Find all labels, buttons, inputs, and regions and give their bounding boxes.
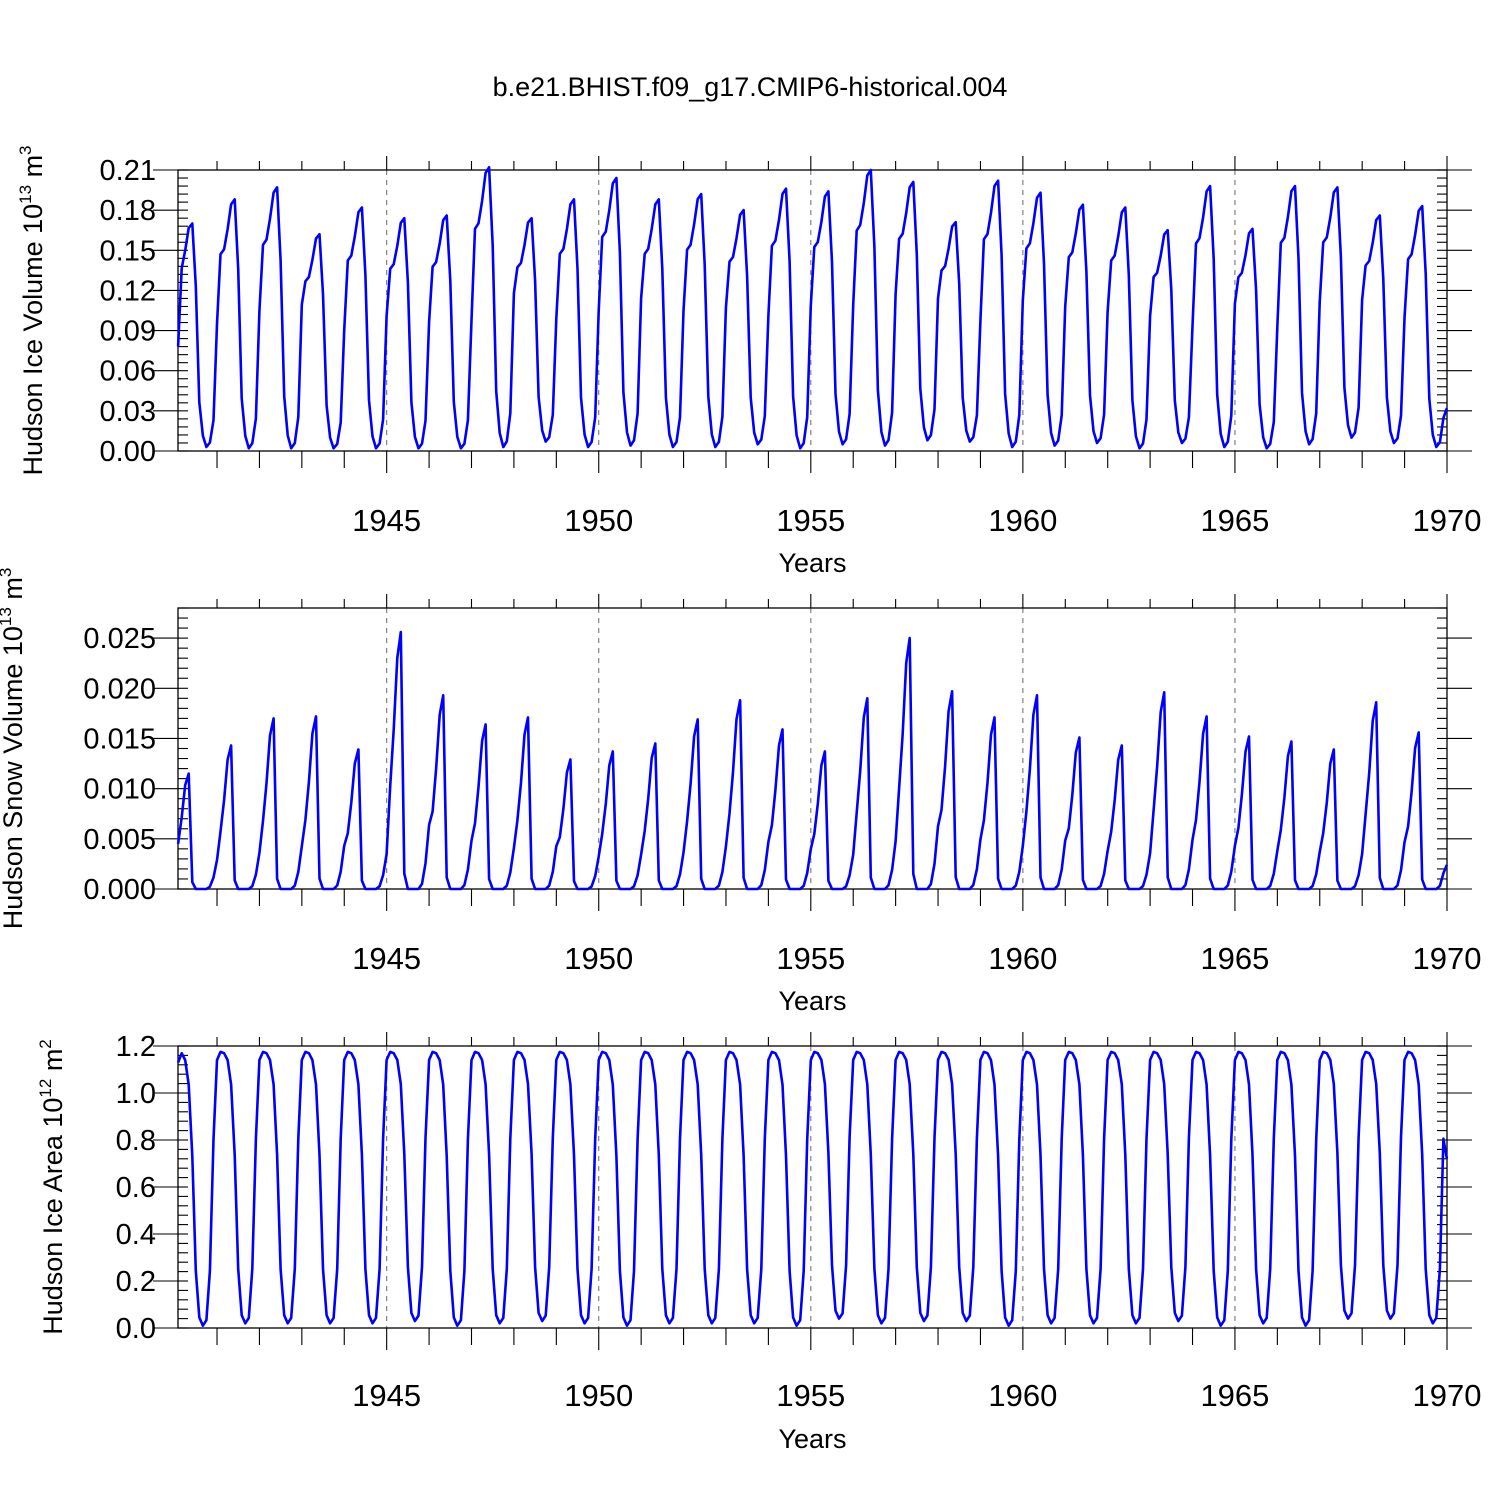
y-tick-label: 0.03: [100, 396, 156, 428]
y-tick-label: 0.0: [116, 1313, 156, 1345]
y-tick-label: 0.000: [83, 874, 156, 906]
x-tick-label: 1950: [564, 503, 633, 538]
x-tick-label: 1960: [988, 503, 1057, 538]
y-tick-label: 0.020: [83, 673, 156, 705]
plot-frame: [177, 607, 1448, 890]
y-tick-label: 0.010: [83, 774, 156, 806]
chart-title: b.e21.BHIST.f09_g17.CMIP6-historical.004: [493, 72, 1008, 102]
y-tick-label: 0.025: [83, 623, 156, 655]
y-tick-label: 0.21: [100, 155, 156, 187]
y-tick-label: 0.8: [116, 1125, 156, 1157]
x-tick-label: 1960: [988, 1378, 1057, 1413]
plot-frame: [177, 1045, 1448, 1329]
ice-area-panel: 0.0 0.2 0.4 0.6 0.8 1.0 1.2 1945 1950 1955 1960 196…: [36, 1031, 1481, 1454]
plot-frame: [177, 169, 1448, 452]
y-tick-label: 0.005: [83, 824, 156, 856]
x-tick-label: 1945: [352, 941, 421, 976]
snow-volume-panel: 0.000 0.005 0.010 0.015 0.020 0.025 1945 1950 19…: [0, 568, 1481, 1016]
y-axis-label: Hudson Ice Area 1012 m2: [36, 1039, 68, 1335]
ice-volume-panel: 0.00 0.03 0.06 0.09 0.12 0.15 0.18 0.21 1945 1950…: [16, 145, 1481, 578]
x-tick-label: 1965: [1200, 1378, 1269, 1413]
x-axis-label: Years: [778, 986, 846, 1016]
x-tick-label: 1955: [776, 503, 845, 538]
x-tick-label: 1945: [352, 503, 421, 538]
y-axis-label: Hudson Ice Volume 1013 m3: [16, 145, 48, 475]
x-tick-label: 1970: [1413, 941, 1482, 976]
y-axis-label: Hudson Snow Volume 1013 m3: [0, 568, 28, 930]
y-tick-label: 0.15: [100, 235, 156, 267]
y-tick-label: 1.2: [116, 1031, 156, 1063]
y-tick-label: 0.00: [100, 436, 156, 468]
x-tick-label: 1970: [1413, 1378, 1482, 1413]
x-tick-label: 1965: [1200, 503, 1269, 538]
data-series-line: [176, 166, 1449, 450]
x-tick-label: 1950: [564, 941, 633, 976]
data-series-line: [176, 1050, 1449, 1327]
x-tick-label: 1955: [776, 1378, 845, 1413]
y-tick-label: 0.6: [116, 1172, 156, 1204]
x-axis-label: Years: [778, 548, 846, 578]
y-tick-label: 0.2: [116, 1266, 156, 1298]
y-tick-label: 0.12: [100, 275, 156, 307]
x-tick-label: 1945: [352, 1378, 421, 1413]
y-tick-label: 0.09: [100, 316, 156, 348]
y-tick-label: 1.0: [116, 1078, 156, 1110]
y-tick-label: 0.015: [83, 723, 156, 755]
y-tick-label: 0.18: [100, 195, 156, 227]
y-tick-label: 0.06: [100, 356, 156, 388]
y-tick-label: 0.4: [116, 1219, 156, 1251]
x-tick-label: 1950: [564, 1378, 633, 1413]
x-axis-label: Years: [778, 1424, 846, 1454]
data-series-line: [176, 630, 1449, 891]
x-tick-label: 1970: [1413, 503, 1482, 538]
x-tick-label: 1960: [988, 941, 1057, 976]
x-tick-label: 1965: [1200, 941, 1269, 976]
x-tick-label: 1955: [776, 941, 845, 976]
